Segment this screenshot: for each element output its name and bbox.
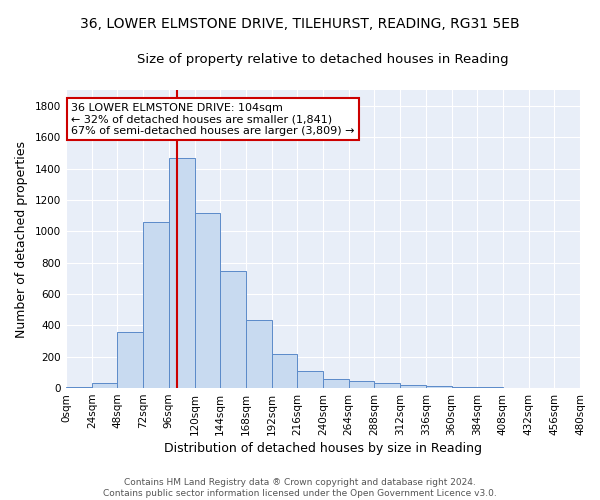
Bar xyxy=(66,386,92,388)
Bar xyxy=(374,384,400,388)
Text: 36, LOWER ELMSTONE DRIVE, TILEHURST, READING, RG31 5EB: 36, LOWER ELMSTONE DRIVE, TILEHURST, REA… xyxy=(80,18,520,32)
Bar xyxy=(194,214,220,388)
Bar xyxy=(426,386,452,388)
Text: Contains HM Land Registry data ® Crown copyright and database right 2024.
Contai: Contains HM Land Registry data ® Crown c… xyxy=(103,478,497,498)
Bar xyxy=(298,371,323,388)
Bar xyxy=(272,354,298,388)
Bar xyxy=(349,381,374,388)
Bar xyxy=(323,380,349,388)
Text: 36 LOWER ELMSTONE DRIVE: 104sqm
← 32% of detached houses are smaller (1,841)
67%: 36 LOWER ELMSTONE DRIVE: 104sqm ← 32% of… xyxy=(71,103,355,136)
Bar xyxy=(246,320,272,388)
Bar xyxy=(220,272,246,388)
Bar xyxy=(143,222,169,388)
Bar xyxy=(452,387,477,388)
Bar xyxy=(118,332,143,388)
Title: Size of property relative to detached houses in Reading: Size of property relative to detached ho… xyxy=(137,52,509,66)
Bar xyxy=(92,382,118,388)
Bar xyxy=(400,385,426,388)
Y-axis label: Number of detached properties: Number of detached properties xyxy=(15,140,28,338)
X-axis label: Distribution of detached houses by size in Reading: Distribution of detached houses by size … xyxy=(164,442,482,455)
Bar xyxy=(169,158,194,388)
